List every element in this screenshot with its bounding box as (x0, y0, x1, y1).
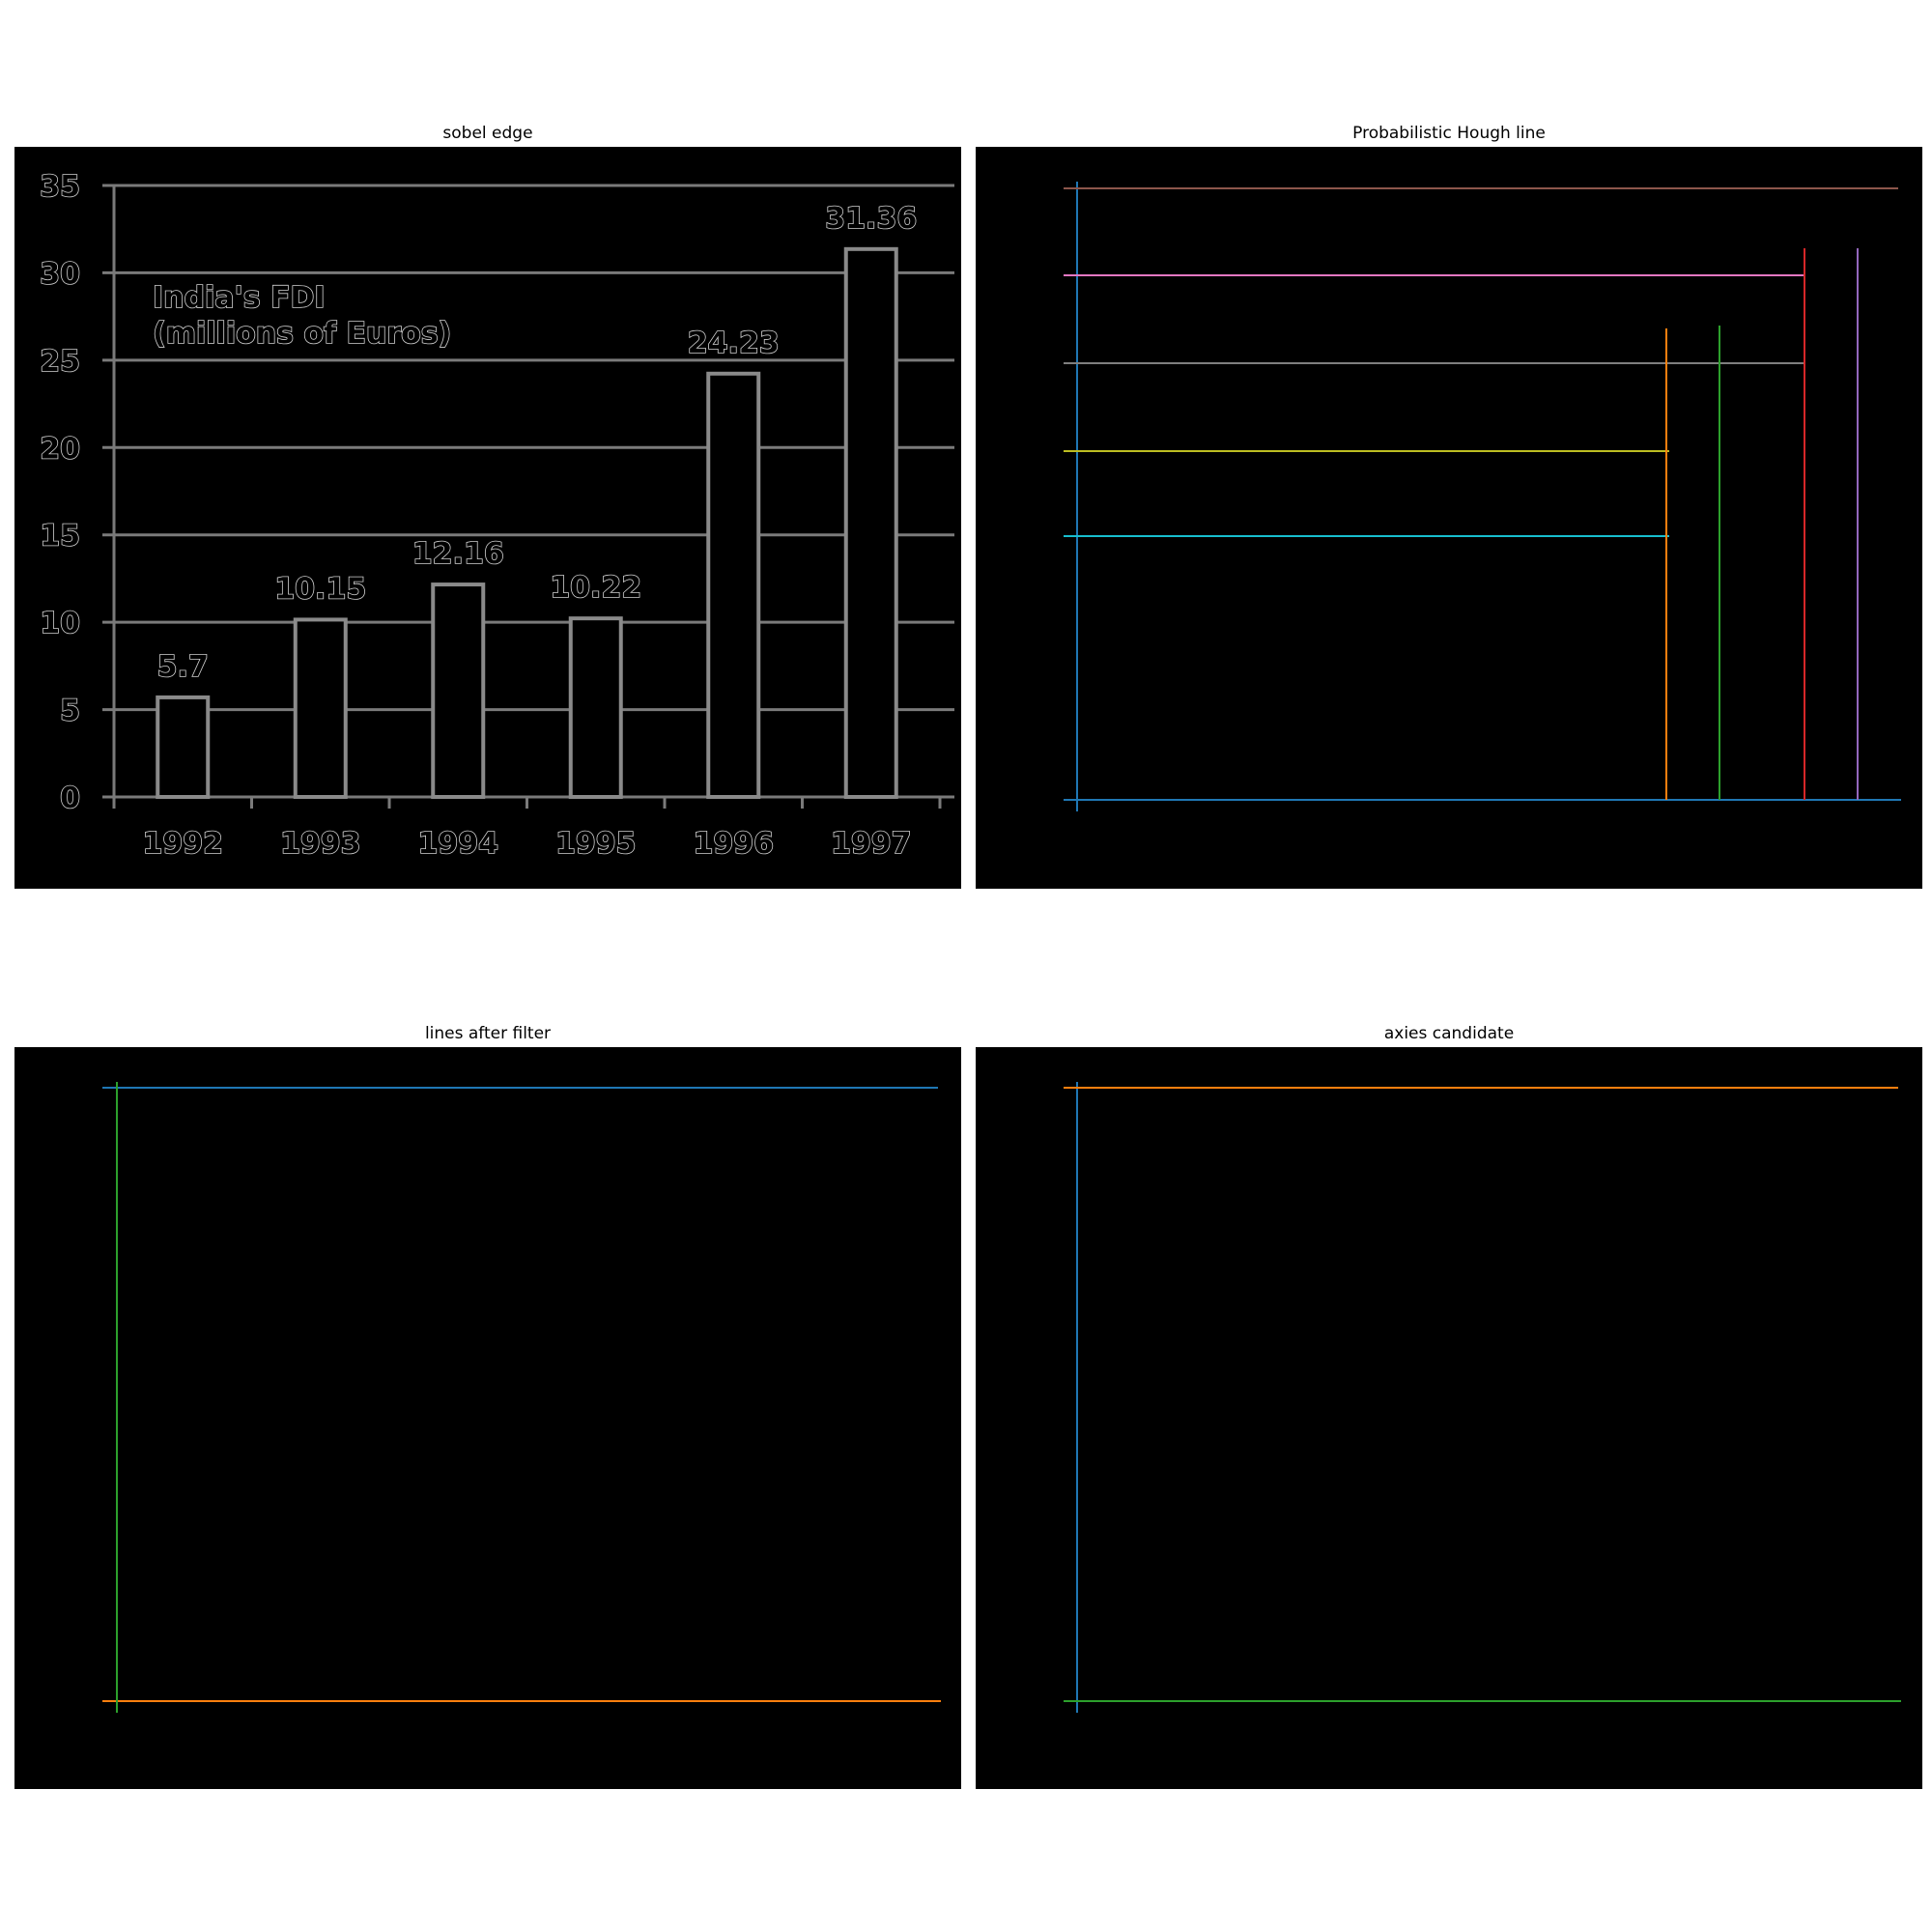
data-label: 5.7 (157, 650, 209, 684)
x-tick-label: 1993 (280, 827, 361, 861)
bar (431, 582, 486, 800)
data-label: 12.16 (412, 537, 504, 571)
sobel-edge-panel: 0 5 10 15 20 25 30 35 1992 1993 1994 1995 1996 1997 … (14, 147, 961, 889)
gridlines (102, 184, 954, 809)
x-tick-label: 1997 (831, 827, 912, 861)
x-tick-label: 1996 (694, 827, 775, 861)
x-tick-label: 1995 (555, 827, 637, 861)
y-tick-label: 30 (40, 257, 80, 291)
y-tick-label: 35 (40, 170, 80, 204)
hough-lines-plot (1064, 182, 1901, 811)
y-tick-label: 5 (60, 695, 80, 728)
x-tick-labels: 1992 1993 1994 1995 1996 1997 (142, 826, 913, 862)
bar (156, 695, 211, 800)
y-tick-label: 15 (40, 520, 80, 554)
bar (568, 616, 623, 799)
axes-candidate-panel (976, 1047, 1922, 1789)
chart-title-line-1: India's FDI (153, 281, 326, 315)
hough-lines-panel (976, 147, 1922, 889)
sobel-panel-title: sobel edge (442, 124, 533, 143)
bars (156, 246, 898, 800)
y-tick-label: 10 (40, 607, 80, 640)
data-label: 10.15 (274, 572, 366, 606)
data-labels: 5.7 10.15 12.16 10.22 24.23 31.36 (156, 201, 918, 685)
y-tick-label: 25 (40, 345, 80, 379)
y-tick-labels: 0 5 10 15 20 25 30 35 (39, 169, 80, 816)
data-label: 24.23 (688, 327, 780, 360)
axes-candidate-plot (1064, 1082, 1901, 1713)
filtered-lines-plot (102, 1082, 941, 1713)
y-tick-label: 0 (60, 781, 80, 815)
bar (843, 246, 898, 800)
bar (706, 371, 761, 799)
chart-title-line-2: (millions of Euros) (153, 317, 451, 351)
x-tick-label: 1992 (143, 827, 224, 861)
x-tick-label: 1994 (418, 827, 499, 861)
y-tick-label: 20 (40, 432, 80, 466)
data-label: 10.22 (550, 571, 641, 605)
axes-panel-title: axies candidate (1383, 1024, 1515, 1043)
filtered-lines-panel (14, 1047, 961, 1789)
bar (293, 617, 348, 799)
data-label: 31.36 (825, 202, 917, 236)
hough-panel-title: Probabilistic Hough line (1352, 124, 1546, 143)
filter-panel-title: lines after filter (424, 1024, 552, 1043)
